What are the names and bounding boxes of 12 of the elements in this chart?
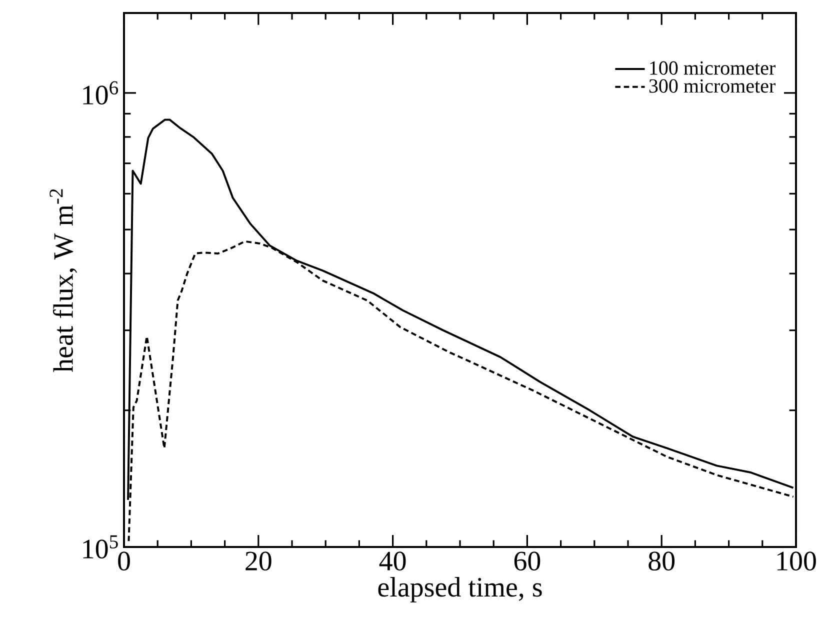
x-tick-label: 100: [777, 552, 816, 571]
x-tick-label: 60: [514, 552, 540, 571]
legend-label: 100 micrometer: [650, 61, 776, 75]
y-tick-label: 10$^{6}$: [83, 81, 118, 105]
x-tick-label: 40: [379, 552, 406, 571]
x-tick-label: 0: [118, 552, 130, 571]
y-tick-label: 10$^{5}$: [83, 535, 118, 559]
y-axis-title: heat flux, W m$^{-2}$: [50, 189, 78, 372]
x-tick-label: 20: [246, 552, 272, 571]
legend-label: 300 micrometer: [649, 79, 776, 93]
x-tick-label: 80: [648, 552, 675, 571]
x-axis-title: elapsed time, s: [378, 577, 542, 602]
